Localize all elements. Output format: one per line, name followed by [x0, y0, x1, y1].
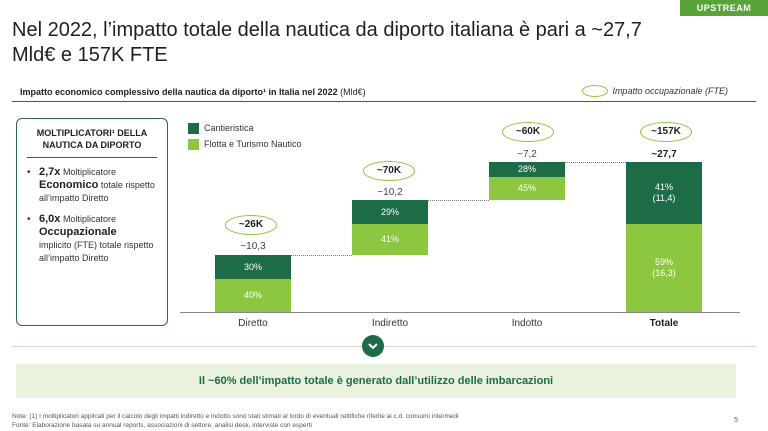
chart-subtitle-unit: (Mld€): [340, 87, 366, 97]
bar-segment-cantieristica: 41% (11,4): [626, 162, 702, 224]
multipliers-heading: MOLTIPLICATORI¹ DELLA NAUTICA DA DIPORTO: [27, 127, 157, 158]
bar-segment-cantieristica: 29%: [352, 200, 428, 224]
x-axis: [180, 312, 740, 313]
divider: [12, 346, 756, 347]
bar-segment-cantieristica: 30%: [215, 255, 291, 279]
bullet-icon: •: [27, 214, 31, 225]
fte-badge: ~70K: [363, 161, 415, 181]
multiplier-value: 2,7x: [39, 166, 61, 178]
fte-oval-icon: [582, 85, 609, 97]
section-tag: UPSTREAM: [680, 0, 768, 16]
key-takeaway-banner: Il ~60% dell’impatto totale è generato d…: [16, 364, 736, 398]
category-label: Totale: [649, 318, 679, 329]
category-label: Indotto: [511, 318, 543, 329]
chart-legend: Cantieristica Flotta e Turismo Nautico: [188, 120, 302, 152]
fte-badge: ~26K: [225, 215, 277, 235]
category-label: Indiretto: [371, 318, 409, 329]
fte-legend: Impatto occupazionale (FTE): [582, 85, 728, 97]
segment-percent: 59%: [654, 257, 673, 267]
fte-badge: ~60K: [502, 122, 554, 142]
multiplier-item-economic: • 2,7x Moltiplicatore Economico totale r…: [27, 166, 157, 205]
bar-total-label: ~27,7: [651, 149, 677, 160]
bar-total-label: ~7,2: [517, 149, 537, 160]
bar-segment-flotta: 41%: [352, 224, 428, 255]
segment-value: (11,4): [652, 193, 676, 203]
multiplier-name: Occupazionale: [39, 226, 117, 238]
page-number: 5: [734, 417, 738, 424]
bar-segment-cantieristica: 28%: [489, 162, 565, 177]
segment-value: (16,3): [652, 268, 676, 278]
multiplier-post: implicito (FTE) totale rispetto all’impa…: [39, 240, 154, 263]
segment-percent: 41%: [654, 182, 673, 192]
multiplier-pre: Moltiplicatore: [62, 167, 116, 177]
multiplier-name: Economico: [39, 179, 99, 191]
waterfall-connector: [565, 162, 626, 163]
page-title: Nel 2022, l’impatto totale della nautica…: [12, 19, 642, 66]
multiplier-post: totale rispetto all’impatto Diretto: [39, 180, 155, 203]
multiplier-pre: Moltiplicatore: [62, 214, 116, 224]
fte-legend-label: Impatto occupazionale (FTE): [612, 86, 728, 96]
footnote-source: Fonte: Elaborazione basata su annual rep…: [12, 422, 312, 429]
footnote: Note: (1) I moltiplicatori applicati per…: [12, 412, 459, 430]
multiplier-value: 6,0x: [39, 213, 61, 225]
chevron-down-icon: [362, 335, 384, 357]
chart-subtitle-text: Impatto economico complessivo della naut…: [20, 87, 338, 97]
legend-label: Flotta e Turismo Nautico: [204, 139, 302, 149]
chart-subtitle: Impatto economico complessivo della naut…: [20, 87, 366, 97]
waterfall-connector: [428, 200, 489, 201]
multiplier-item-occupational: • 6,0x Moltiplicatore Occupazionale impl…: [27, 213, 157, 265]
footnote-note: Note: (1) I moltiplicatori applicati per…: [12, 413, 459, 420]
multipliers-box: MOLTIPLICATORI¹ DELLA NAUTICA DA DIPORTO…: [16, 118, 168, 326]
bar-total-label: ~10,2: [377, 187, 403, 198]
bar-segment-flotta: 45%: [489, 177, 565, 200]
legend-label: Cantieristica: [204, 123, 254, 133]
legend-swatch-light: [188, 138, 199, 150]
legend-item-flotta: Flotta e Turismo Nautico: [188, 136, 302, 152]
bar-total-label: ~10,3: [240, 241, 266, 252]
legend-item-cantieristica: Cantieristica: [188, 120, 302, 136]
bar-segment-flotta: 40%: [215, 279, 291, 312]
chart-subtitle-row: Impatto economico complessivo della naut…: [12, 84, 756, 102]
legend-swatch-dark: [188, 122, 199, 134]
bullet-icon: •: [27, 167, 31, 178]
category-label: Diretto: [238, 318, 268, 329]
bar-segment-flotta: 59% (16,3): [626, 224, 702, 312]
waterfall-connector: [291, 255, 352, 256]
fte-badge: ~157K: [640, 122, 692, 142]
